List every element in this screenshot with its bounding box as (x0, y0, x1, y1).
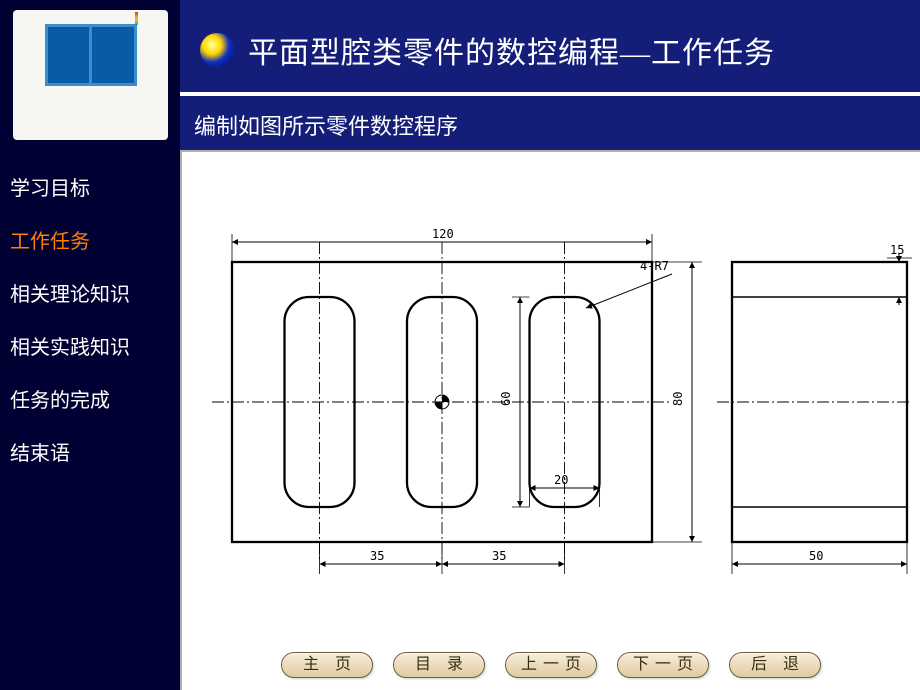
nav-button-row: 主 页 目 录 上一页 下一页 后 退 (281, 652, 821, 678)
sidebar: 学习目标 工作任务 相关理论知识 相关实践知识 任务的完成 结束语 (0, 150, 180, 690)
sidebar-item-label: 相关理论知识 (10, 284, 130, 306)
dim-spacing-right: 35 (492, 549, 506, 563)
sidebar-item-practice[interactable]: 相关实践知识 (0, 319, 180, 372)
sidebar-item-label: 工作任务 (10, 231, 90, 253)
sidebar-item-label: 学习目标 (10, 178, 90, 200)
sidebar-item-theory[interactable]: 相关理论知识 (0, 266, 180, 319)
sidebar-item-complete[interactable]: 任务的完成 (0, 372, 180, 425)
sphere-icon (200, 33, 234, 67)
page-header: 平面型腔类零件的数控编程—工作任务 (180, 0, 920, 100)
nav-toc-button[interactable]: 目 录 (393, 652, 485, 678)
dim-side-width: 50 (809, 549, 823, 563)
content-area: 120 80 60 20 4-R7 35 (180, 150, 920, 690)
nav-button-label: 上一页 (521, 656, 587, 673)
dim-overall-height: 80 (671, 392, 685, 406)
sidebar-item-label: 结束语 (10, 443, 70, 465)
sidebar-item-objective[interactable]: 学习目标 (0, 160, 180, 213)
dim-overall-width: 120 (432, 227, 454, 241)
nav-button-label: 主 页 (303, 656, 357, 673)
nav-back-button[interactable]: 后 退 (729, 652, 821, 678)
page-title: 平面型腔类零件的数控编程—工作任务 (248, 28, 775, 72)
dim-pocket-width: 20 (554, 473, 568, 487)
nav-button-label: 下一页 (633, 656, 699, 673)
nav-prev-button[interactable]: 上一页 (505, 652, 597, 678)
page-subheader: 编制如图所示零件数控程序 (180, 100, 920, 150)
sidebar-item-label: 相关实践知识 (10, 337, 130, 359)
sidebar-item-label: 任务的完成 (10, 390, 110, 412)
logo-panel (0, 0, 180, 150)
sidebar-item-task[interactable]: 工作任务 (0, 213, 180, 266)
nav-button-label: 目 录 (415, 656, 469, 673)
logo-machine-icon (13, 10, 168, 140)
nav-next-button[interactable]: 下一页 (617, 652, 709, 678)
nav-button-label: 后 退 (751, 656, 805, 673)
subheader-text: 编制如图所示零件数控程序 (194, 109, 458, 141)
dim-pocket-height: 60 (499, 392, 513, 406)
dim-spacing-left: 35 (370, 549, 384, 563)
dim-radius: 4-R7 (640, 259, 669, 273)
sidebar-item-conclusion[interactable]: 结束语 (0, 425, 180, 478)
header-underline (180, 92, 920, 96)
dim-step-depth: 15 (890, 243, 904, 257)
technical-drawing: 120 80 60 20 4-R7 35 (192, 202, 912, 582)
nav-home-button[interactable]: 主 页 (281, 652, 373, 678)
